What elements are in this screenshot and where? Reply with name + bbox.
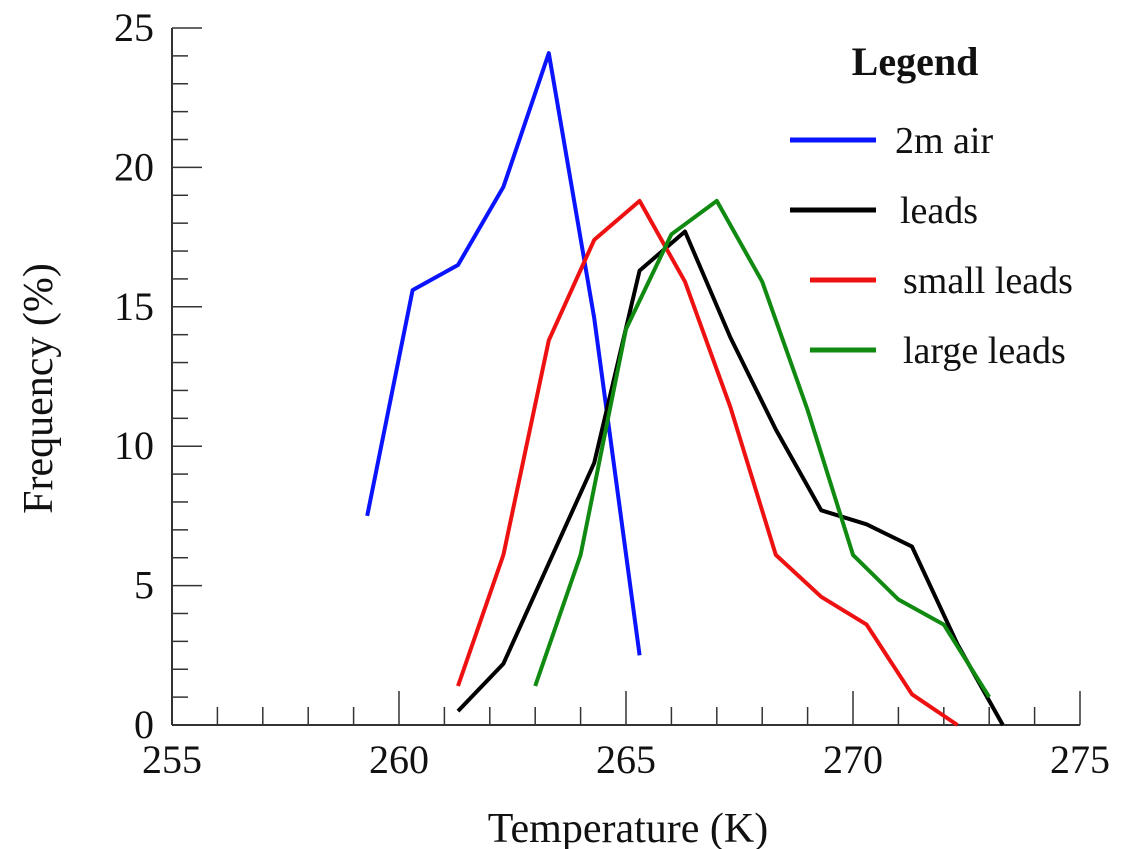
x-tick-label: 270	[823, 737, 883, 782]
series-line-2m-air	[365, 51, 642, 656]
y-axis-title: Frequency (%)	[16, 263, 62, 514]
legend-entries: 2m air leads small leads large leads	[790, 120, 1073, 372]
x-tick-label: 260	[369, 737, 429, 782]
legend-label-small-leads: small leads	[903, 260, 1073, 302]
y-tick-label: 10	[114, 423, 154, 468]
series-line-large-leads	[533, 198, 991, 699]
x-tick-label: 255	[142, 737, 202, 782]
x-tick-label: 265	[596, 737, 656, 782]
y-tick-label: 5	[134, 563, 154, 608]
series-line-leads	[456, 229, 1005, 726]
x-axis-ticks: 255 260 265 270 275	[142, 691, 1110, 782]
y-tick-label: 25	[114, 5, 154, 50]
y-tick-label: 20	[114, 144, 154, 189]
y-tick-label: 15	[114, 284, 154, 329]
series-group	[365, 51, 1005, 727]
legend-label-large-leads: large leads	[903, 330, 1066, 372]
axes: 255 260 265 270 275 0 5 10 15 20 25	[114, 5, 1110, 782]
legend-label-2m-air: 2m air	[895, 120, 993, 162]
legend: Legend 2m air leads small leads large leads	[790, 39, 1073, 372]
legend-title: Legend	[852, 39, 979, 84]
y-tick-label: 0	[134, 702, 154, 747]
x-tick-label: 275	[1050, 737, 1110, 782]
x-axis-title: Temperature (K)	[488, 806, 768, 849]
y-axis-ticks: 0 5 10 15 20 25	[114, 5, 202, 747]
series-line-small-leads	[456, 198, 959, 727]
legend-label-leads: leads	[900, 190, 978, 232]
